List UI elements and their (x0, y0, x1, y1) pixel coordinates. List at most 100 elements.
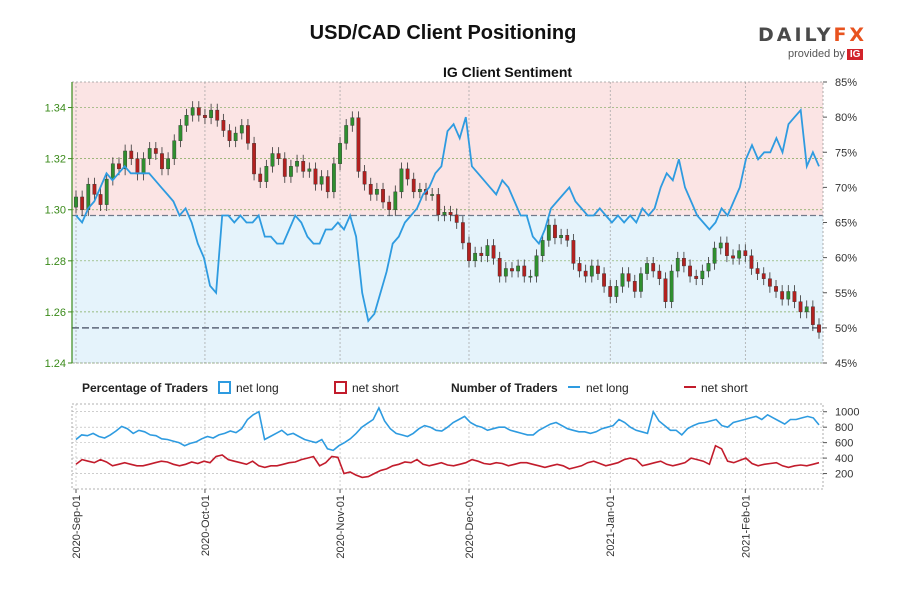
percentage-tick-label: 50% (835, 323, 857, 335)
candle-body (669, 270, 674, 302)
percentage-tick-label: 60% (835, 253, 857, 265)
date-tick-label: 2020-Sep-01 (71, 495, 83, 559)
candle-body (780, 291, 785, 300)
candle-body (804, 306, 809, 313)
candle-body (718, 242, 723, 249)
candle-body (92, 183, 97, 195)
price-tick-label: 1.26 (45, 307, 66, 319)
candle-body (614, 286, 619, 297)
logo-text: DAILY (758, 24, 834, 46)
candle-body (774, 286, 778, 292)
logo-sub-text: provided by (788, 48, 845, 60)
candle-body (743, 250, 748, 256)
logo-text-fx: FX (833, 24, 868, 46)
candle-body (147, 148, 152, 159)
candle-body (706, 263, 711, 272)
candle-body (663, 278, 668, 302)
trader-count-gridlines (72, 404, 823, 489)
percentage-tick-label: 85% (835, 77, 857, 89)
price-candles (74, 101, 821, 339)
candle-body (203, 115, 207, 118)
candle-body (141, 158, 146, 175)
candle-body (639, 273, 643, 292)
candle-body (252, 143, 256, 175)
candle-body (559, 235, 563, 239)
legend-pct-short-text: net short (352, 381, 399, 395)
price-tick-label: 1.34 (45, 103, 66, 115)
price-gridlines (72, 82, 823, 364)
date-tick-label: 2020-Dec-01 (464, 495, 476, 559)
candle-body (467, 242, 471, 262)
candle-body (442, 212, 447, 216)
candle-body (749, 255, 754, 269)
net-long-count-line (75, 405, 820, 452)
net-short-count-line (75, 444, 820, 479)
logo-provided-by: provided by IG (758, 48, 868, 60)
percentage-axis-ticks: 45% 50% 55% 60% 65% 70% 75% 80% 85% (823, 77, 857, 370)
candle-body (417, 189, 422, 193)
candle-body (393, 191, 398, 210)
page-title: USD/CAD Client Positioning (309, 22, 577, 44)
candle-body (282, 158, 287, 177)
price-axis-ticks: 1.24 1.26 1.28 1.30 1.32 1.34 (45, 103, 72, 370)
candle-body (565, 235, 570, 241)
candle-body (571, 240, 576, 264)
candle-body (129, 150, 134, 159)
candle-body (528, 275, 533, 278)
legend-pct-short-swatch (334, 381, 347, 394)
legend-pct-long-swatch (218, 381, 231, 394)
percentage-tick-label: 55% (835, 288, 857, 300)
candle-body (430, 194, 435, 196)
candle-body (153, 148, 158, 154)
candle-body (74, 196, 78, 208)
candle-body (657, 270, 662, 279)
candle-body (491, 245, 496, 259)
candle-body (540, 240, 545, 256)
candle-body (553, 224, 557, 239)
price-tick-label: 1.32 (45, 154, 66, 166)
percentage-tick-label: 70% (835, 182, 857, 194)
count-tick-label: 400 (835, 453, 853, 465)
candle-body (626, 273, 631, 282)
candle-body (405, 168, 410, 180)
candle-body (325, 176, 330, 193)
candle-body (712, 247, 717, 264)
dailyfx-logo: DAILYFX provided by IG (758, 24, 868, 60)
count-tick-label: 600 (835, 438, 853, 450)
candle-body (737, 250, 742, 259)
candle-body (295, 160, 299, 167)
candle-body (399, 168, 404, 193)
candle-body (344, 125, 349, 144)
date-tick-label: 2021-Feb-01 (740, 495, 752, 558)
candle-body (381, 189, 385, 203)
legend-num-short-text: net short (701, 381, 748, 395)
candle-body (350, 117, 355, 126)
candle-body (516, 265, 521, 272)
candle-body (135, 158, 140, 175)
candle-body (761, 273, 766, 279)
legend-pct-label: Percentage of Traders (82, 381, 208, 395)
candle-body (184, 115, 189, 126)
candle-body (700, 270, 705, 279)
trader-count-panel: 200 400 600 800 1000 (71, 403, 859, 490)
candle-body (227, 130, 232, 141)
candle-body (80, 196, 85, 210)
candle-body (172, 140, 177, 159)
candle-body (258, 173, 263, 182)
percentage-tick-label: 80% (835, 112, 857, 124)
count-tick-label: 1000 (835, 407, 859, 419)
trader-count-axis-ticks: 200 400 600 800 1000 (823, 407, 859, 481)
candle-body (110, 163, 115, 180)
date-tick-label: 2021-Jan-01 (605, 495, 617, 557)
candle-body (534, 255, 539, 277)
candle-body (454, 214, 459, 223)
candle-body (276, 153, 281, 159)
candle-body (675, 258, 680, 272)
candle-body (387, 201, 392, 210)
candle-body (313, 168, 318, 185)
candle-body (319, 176, 324, 185)
chart-subtitle: IG Client Sentiment (443, 64, 572, 80)
candle-body (497, 258, 502, 277)
candle-body (123, 150, 128, 170)
